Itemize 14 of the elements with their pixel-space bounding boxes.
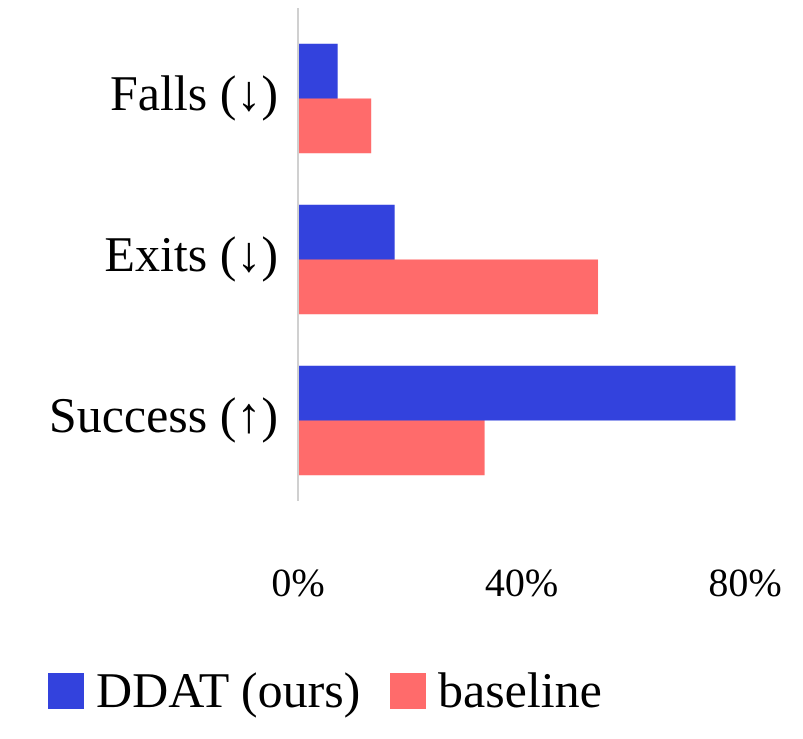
bar xyxy=(298,260,598,314)
y-tick-label: Falls (↓) xyxy=(110,64,278,121)
y-tick-label: Success (↑) xyxy=(48,386,278,443)
bar xyxy=(298,204,395,260)
bar xyxy=(298,420,485,476)
x-tick-label: 80% xyxy=(708,560,782,605)
x-tick-label: 0% xyxy=(271,560,325,605)
legend-label: DDAT (ours) xyxy=(96,662,360,718)
bar xyxy=(298,98,372,154)
x-tick-label: 40% xyxy=(484,560,558,605)
bar xyxy=(298,44,338,98)
bar xyxy=(298,366,736,420)
legend-label: baseline xyxy=(438,662,602,718)
y-tick-label: Exits (↓) xyxy=(104,226,278,282)
